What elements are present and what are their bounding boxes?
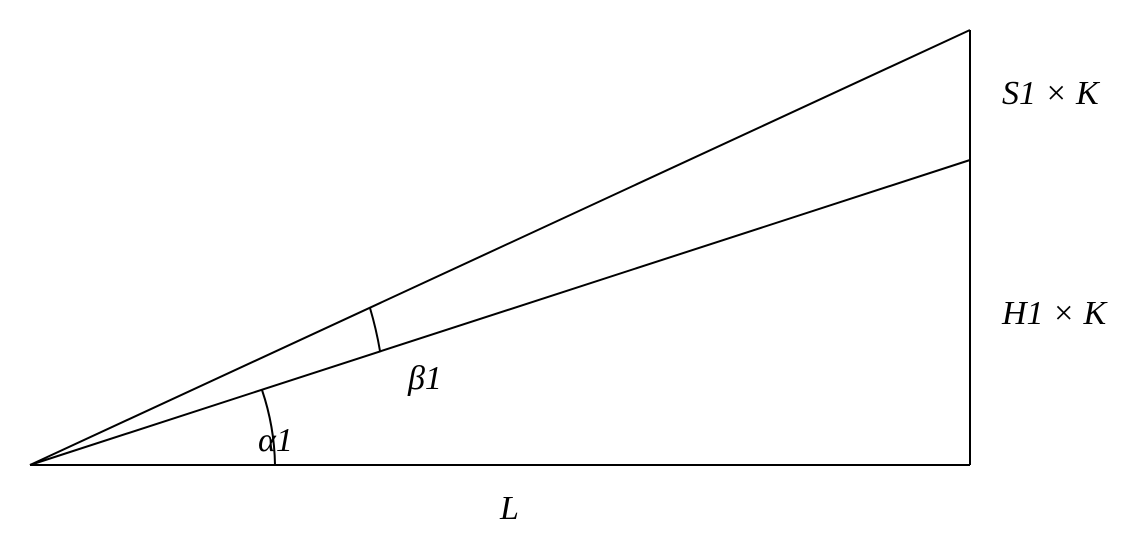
S1K-label: S1 × K	[1002, 75, 1099, 113]
triangle-lines	[30, 30, 970, 465]
alpha-label: α1	[258, 422, 293, 460]
beta-arc	[370, 308, 380, 351]
middle-line	[30, 160, 970, 465]
geometry-svg	[0, 0, 1143, 546]
beta-label: β1	[408, 360, 442, 398]
H1K-label: H1 × K	[1002, 295, 1106, 333]
L-label: L	[500, 490, 519, 528]
hypotenuse-line	[30, 30, 970, 465]
